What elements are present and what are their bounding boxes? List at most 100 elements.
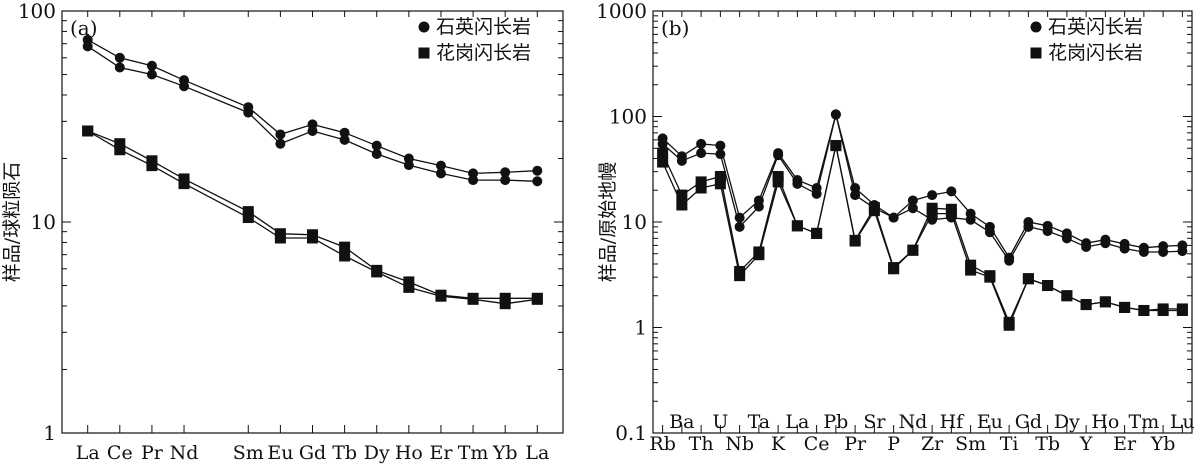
- data-point-circle: [371, 140, 382, 151]
- x-tick-label: K: [771, 433, 786, 455]
- data-point-circle: [243, 107, 254, 118]
- data-point-square: [811, 227, 823, 239]
- data-point-circle: [146, 69, 157, 80]
- x-tick-label: La: [76, 442, 100, 464]
- plot-frame: [652, 10, 1193, 434]
- data-point-square: [1119, 301, 1131, 313]
- data-point-circle: [927, 190, 938, 201]
- data-point-square: [435, 290, 447, 302]
- data-point-square: [753, 249, 765, 261]
- data-point-circle: [1081, 241, 1092, 252]
- data-point-circle: [403, 160, 414, 171]
- data-point-square: [695, 182, 707, 194]
- y-tick-label: 100: [609, 105, 647, 129]
- data-point-square: [1042, 280, 1054, 292]
- data-point-square: [907, 244, 919, 256]
- x-tick-label: P: [887, 433, 900, 455]
- data-point-circle: [1004, 255, 1015, 266]
- data-point-circle: [753, 201, 764, 212]
- x-tick-label: Nb: [725, 433, 754, 455]
- data-point-square: [772, 176, 784, 188]
- x-tick-label: Eu: [977, 411, 1003, 433]
- x-tick-label: Dy: [364, 442, 390, 464]
- data-point-square: [403, 281, 415, 293]
- data-point-circle: [1042, 226, 1053, 237]
- data-point-square: [926, 208, 938, 220]
- x-tick-label: Tb: [1035, 433, 1060, 455]
- data-point-circle: [907, 195, 918, 206]
- x-tick-label: Yb: [492, 442, 518, 464]
- data-point-circle: [676, 155, 687, 166]
- y-axis-label: 样品/球粒陨石: [1, 162, 23, 282]
- x-tick-label: Ta: [748, 411, 771, 433]
- data-point-circle: [984, 227, 995, 238]
- y-tick-label: 1: [43, 421, 56, 445]
- data-point-circle: [500, 175, 511, 186]
- legend-square-marker: [418, 47, 430, 59]
- legend-square-marker: [1030, 47, 1042, 59]
- x-tick-label: Hf: [940, 411, 966, 433]
- data-point-circle: [1119, 243, 1130, 254]
- x-tick-label: Pr: [844, 433, 867, 455]
- data-point-circle: [179, 81, 190, 92]
- x-tick-label: Er: [429, 442, 453, 464]
- x-tick-label: Ho: [1091, 411, 1119, 433]
- plot-frame: [61, 10, 564, 434]
- data-point-square: [1099, 296, 1111, 308]
- data-point-square: [339, 250, 351, 262]
- x-tick-label: Ba: [669, 411, 694, 433]
- data-point-square: [467, 293, 479, 305]
- x-tick-label: Gd: [299, 442, 326, 464]
- data-point-circle: [146, 60, 157, 71]
- data-point-square: [146, 160, 158, 172]
- data-point-circle: [1138, 246, 1149, 257]
- data-point-circle: [532, 165, 543, 176]
- x-tick-label: Yb: [1150, 433, 1176, 455]
- data-point-circle: [435, 160, 446, 171]
- data-point-circle: [114, 62, 125, 73]
- data-point-circle: [1061, 233, 1072, 244]
- data-point-circle: [965, 214, 976, 225]
- data-point-circle: [468, 175, 479, 186]
- data-point-circle: [773, 150, 784, 161]
- y-tick-label: 1000: [596, 0, 647, 23]
- x-tick-label: La: [525, 442, 549, 464]
- data-point-square: [984, 271, 996, 283]
- data-point-circle: [275, 138, 286, 149]
- data-point-circle: [792, 178, 803, 189]
- legend-circle-marker: [1030, 21, 1042, 33]
- x-tick-label: Ce: [804, 433, 830, 455]
- legend-label: 花岗闪长岩: [436, 42, 531, 64]
- data-point-square: [830, 140, 842, 152]
- data-point-square: [945, 208, 957, 220]
- data-point-square: [1061, 290, 1073, 302]
- data-point-circle: [850, 190, 861, 201]
- data-point-square: [1138, 304, 1150, 316]
- data-point-circle: [1177, 246, 1188, 257]
- data-point-circle: [1023, 221, 1034, 232]
- data-point-square: [849, 235, 861, 247]
- y-axis-label: 样品/原始地幔: [597, 162, 619, 282]
- legend-circle-marker: [418, 21, 430, 33]
- y-tick-label: 10: [622, 210, 647, 234]
- data-point-square: [1022, 273, 1034, 285]
- data-point-circle: [82, 41, 93, 52]
- data-point-circle: [715, 140, 726, 151]
- x-tick-label: U: [712, 411, 728, 433]
- panel-label: (a): [70, 16, 98, 40]
- series-line: [662, 145, 1183, 324]
- x-tick-label: Er: [1113, 433, 1137, 455]
- x-tick-label: Th: [689, 433, 714, 455]
- data-point-square: [178, 178, 190, 190]
- panel-a-ree-chart: 1 10 100 La Ce Pr Nd Sm Eu Gd Tb Dy Ho Er Tm Yb La 样品/球粒陨…: [1, 0, 564, 464]
- data-point-square: [695, 176, 707, 188]
- data-point-circle: [500, 167, 511, 178]
- data-point-square: [1003, 319, 1015, 331]
- data-point-circle: [888, 212, 899, 223]
- data-point-square: [888, 263, 900, 275]
- y-tick-label: 1: [634, 316, 647, 340]
- data-point-square: [676, 199, 688, 211]
- data-point-square: [1157, 303, 1169, 315]
- data-point-square: [499, 298, 511, 310]
